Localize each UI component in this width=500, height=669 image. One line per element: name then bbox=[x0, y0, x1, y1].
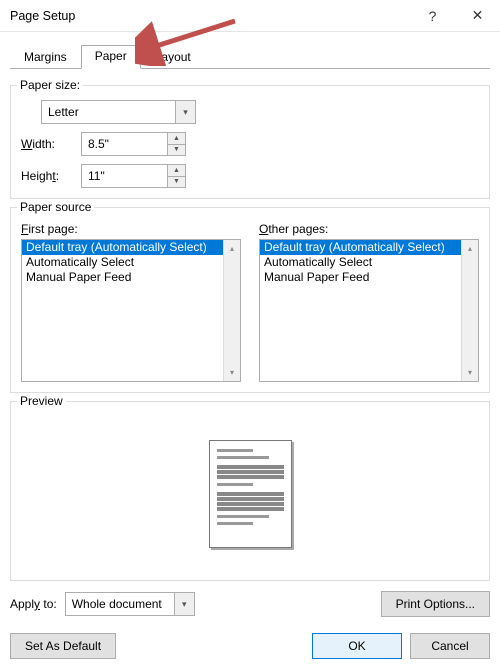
group-paper-source: Paper source First page: Default tray (A… bbox=[10, 207, 490, 393]
tab-paper[interactable]: Paper bbox=[81, 45, 141, 69]
apply-to-combo[interactable]: Whole document ▾ bbox=[65, 592, 195, 616]
scroll-up-icon[interactable]: ▴ bbox=[462, 240, 478, 257]
apply-to-label: Apply to: bbox=[10, 597, 57, 611]
paper-size-legend: Paper size: bbox=[17, 78, 83, 92]
list-item[interactable]: Manual Paper Feed bbox=[22, 270, 240, 285]
paper-source-legend: Paper source bbox=[17, 200, 94, 214]
spin-down-icon[interactable]: ▼ bbox=[168, 145, 185, 156]
group-paper-size: Paper size: Letter ▾ Width: 8.5" ▲▼ Heig… bbox=[10, 85, 490, 199]
first-page-list[interactable]: Default tray (Automatically Select) Auto… bbox=[21, 239, 241, 382]
first-page-label: First page: bbox=[21, 222, 241, 236]
group-preview: Preview bbox=[10, 401, 490, 581]
scroll-up-icon[interactable]: ▴ bbox=[224, 240, 240, 257]
height-label: Height: bbox=[21, 169, 77, 183]
tab-layout[interactable]: Layout bbox=[141, 46, 205, 69]
width-label: Width: bbox=[21, 137, 77, 151]
other-pages-list[interactable]: Default tray (Automatically Select) Auto… bbox=[259, 239, 479, 382]
paper-size-combo[interactable]: Letter ▾ bbox=[41, 100, 196, 124]
list-item[interactable]: Default tray (Automatically Select) bbox=[260, 240, 461, 255]
scrollbar[interactable]: ▴ ▾ bbox=[461, 240, 478, 381]
print-options-button[interactable]: Print Options... bbox=[381, 591, 490, 617]
help-button[interactable]: ? bbox=[410, 0, 455, 32]
page-preview-icon bbox=[209, 440, 292, 548]
close-button[interactable]: ✕ bbox=[455, 0, 500, 32]
set-as-default-button[interactable]: Set As Default bbox=[10, 633, 116, 659]
title-bar: Page Setup ? ✕ bbox=[0, 0, 500, 32]
spin-up-icon[interactable]: ▲ bbox=[168, 165, 185, 177]
list-item[interactable]: Manual Paper Feed bbox=[260, 270, 478, 285]
scroll-down-icon[interactable]: ▾ bbox=[462, 364, 478, 381]
height-spin[interactable]: 11" ▲▼ bbox=[81, 164, 186, 188]
chevron-down-icon: ▾ bbox=[174, 593, 194, 615]
list-item[interactable]: Default tray (Automatically Select) bbox=[22, 240, 223, 255]
apply-to-value: Whole document bbox=[72, 597, 162, 611]
list-item[interactable]: Automatically Select bbox=[260, 255, 478, 270]
chevron-down-icon: ▾ bbox=[175, 101, 195, 123]
cancel-button[interactable]: Cancel bbox=[410, 633, 490, 659]
height-value: 11" bbox=[88, 169, 105, 183]
spin-down-icon[interactable]: ▼ bbox=[168, 177, 185, 188]
other-pages-label: Other pages: bbox=[259, 222, 479, 236]
scroll-down-icon[interactable]: ▾ bbox=[224, 364, 240, 381]
spin-up-icon[interactable]: ▲ bbox=[168, 133, 185, 145]
window-title: Page Setup bbox=[10, 9, 410, 23]
ok-button[interactable]: OK bbox=[312, 633, 402, 659]
tab-margins[interactable]: Margins bbox=[10, 46, 81, 69]
scrollbar[interactable]: ▴ ▾ bbox=[223, 240, 240, 381]
paper-size-value: Letter bbox=[48, 105, 79, 119]
width-value: 8.5" bbox=[88, 137, 109, 151]
list-item[interactable]: Automatically Select bbox=[22, 255, 240, 270]
preview-legend: Preview bbox=[17, 394, 66, 408]
tab-strip: Margins Paper Layout bbox=[10, 44, 490, 69]
width-spin[interactable]: 8.5" ▲▼ bbox=[81, 132, 186, 156]
